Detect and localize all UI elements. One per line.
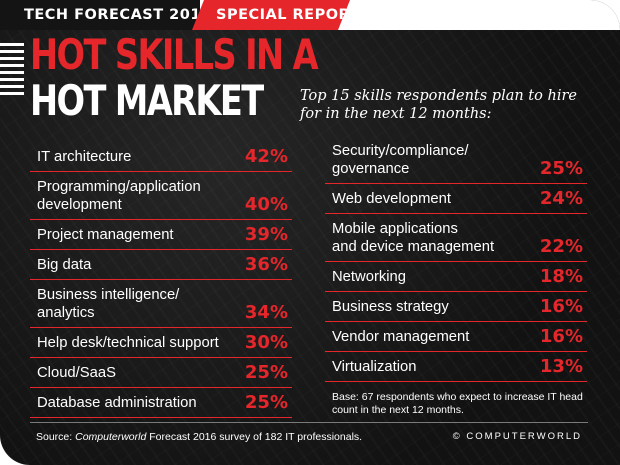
skill-label: IT architecture (37, 149, 132, 165)
source-note: Source: Computerworld Forecast 2016 surv… (36, 431, 362, 443)
table-row: Project management 39% (30, 220, 292, 250)
skill-percentage: 22% (539, 236, 583, 257)
skill-percentage: 18% (539, 266, 583, 287)
skill-percentage: 39% (244, 224, 288, 245)
skill-label: Business intelligence/ analytics (37, 287, 180, 321)
table-row: Help desk/technical support 30% (30, 328, 292, 358)
table-row: Business intelligence/ analytics 34% (30, 280, 292, 328)
table-row: Networking 18% (325, 262, 587, 292)
skill-label: Virtualization (332, 359, 417, 375)
skill-label: Help desk/technical support (37, 335, 219, 351)
skill-percentage: 34% (244, 302, 288, 323)
section-label: TECH FORECAST 2016 (0, 0, 211, 30)
source-suffix: Forecast 2016 survey of 182 IT professio… (146, 431, 363, 443)
top-bar: TECH FORECAST 2016 SPECIAL REPORT (0, 0, 620, 30)
skill-label: Networking (332, 269, 407, 285)
table-row: Mobile applications and device managemen… (325, 214, 587, 262)
table-row: Virtualization 13% (325, 352, 587, 382)
skill-percentage: 25% (244, 392, 288, 413)
base-note: Base: 67 respondents who expect to incre… (332, 391, 583, 416)
table-row: Web development 24% (325, 184, 587, 214)
table-row: Business strategy 16% (325, 292, 587, 322)
skill-percentage: 16% (539, 326, 583, 347)
skill-label: Big data (37, 257, 92, 273)
skill-percentage: 16% (539, 296, 583, 317)
skill-label: Programming/application development (37, 179, 201, 213)
source-prefix: Source: (36, 431, 76, 443)
footer-divider (30, 422, 588, 423)
skill-label: Cloud/SaaS (37, 365, 116, 381)
skill-percentage: 42% (244, 146, 288, 167)
skill-percentage: 25% (539, 158, 583, 179)
skill-label: Web development (332, 191, 451, 207)
table-row: Database administration 25% (30, 388, 292, 418)
title-line-1: HOT SKILLS IN A (30, 30, 319, 79)
table-row: Big data 36% (30, 250, 292, 280)
skill-label: Database administration (37, 395, 197, 411)
table-row: Security/compliance/ governance 25% (325, 136, 587, 184)
skill-percentage: 13% (539, 356, 583, 377)
source-publication: Computerworld (75, 431, 147, 443)
table-row: Cloud/SaaS 25% (30, 358, 292, 388)
skill-label: Security/compliance/ governance (332, 143, 469, 177)
skill-percentage: 36% (244, 254, 288, 275)
table-row: Vendor management 16% (325, 322, 587, 352)
skill-percentage: 30% (244, 332, 288, 353)
skill-label: Mobile applications and device managemen… (332, 221, 495, 255)
decorative-stripes (0, 43, 24, 95)
skill-label: Project management (37, 227, 174, 243)
chart-subtitle: Top 15 skills respondents plan to hire f… (300, 88, 577, 122)
skill-percentage: 25% (244, 362, 288, 383)
copyright: © COMPUTERWORLD (452, 431, 582, 442)
skill-percentage: 40% (244, 194, 288, 215)
special-report-badge: SPECIAL REPORT (192, 0, 350, 30)
skill-label: Vendor management (332, 329, 470, 345)
table-row: Programming/application development 40% (30, 172, 292, 220)
table-row: IT architecture 42% (30, 142, 292, 172)
skill-percentage: 24% (539, 188, 583, 209)
skill-label: Business strategy (332, 299, 449, 315)
title-line-2: HOT MARKET (30, 76, 264, 125)
